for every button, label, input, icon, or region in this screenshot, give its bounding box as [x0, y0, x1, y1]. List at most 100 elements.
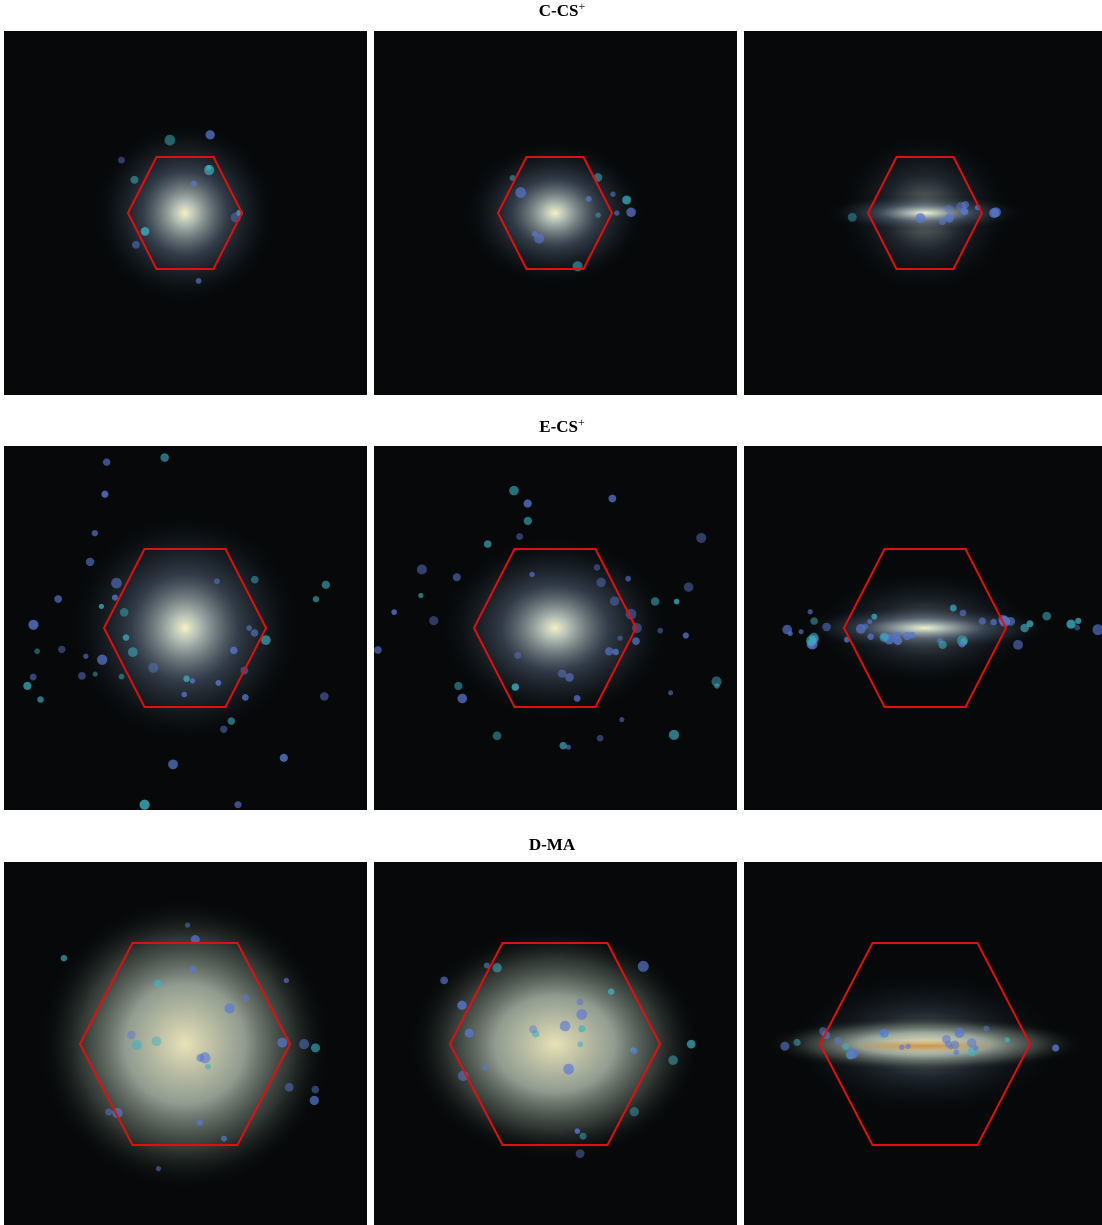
galaxy-panel — [4, 31, 367, 395]
galaxy-panel — [744, 446, 1102, 810]
star-cluster — [953, 1049, 959, 1055]
star-cluster — [93, 672, 98, 677]
star-cluster — [563, 1064, 574, 1075]
star-cluster — [991, 207, 1001, 217]
star-cluster — [112, 595, 118, 601]
star-cluster — [251, 576, 259, 584]
star-cluster — [185, 922, 190, 927]
star-cluster — [856, 624, 866, 634]
star-cluster — [105, 1109, 112, 1116]
star-cluster — [1005, 1037, 1010, 1042]
star-cluster — [565, 673, 574, 682]
galaxy-glow — [460, 137, 650, 289]
star-cluster — [225, 1003, 235, 1013]
galaxy-panel — [744, 862, 1102, 1225]
star-cluster — [558, 669, 566, 677]
star-cluster — [905, 1044, 910, 1049]
star-cluster — [808, 609, 813, 614]
star-cluster — [534, 234, 544, 244]
star-cluster — [418, 593, 423, 598]
star-cluster — [299, 1039, 309, 1049]
star-cluster — [199, 1052, 210, 1063]
star-cluster — [984, 1026, 990, 1032]
star-cluster — [429, 616, 438, 625]
star-cluster — [141, 227, 150, 236]
star-cluster — [515, 187, 526, 198]
star-cluster — [614, 210, 619, 215]
star-cluster — [684, 582, 694, 592]
star-cluster — [793, 1039, 800, 1046]
star-cluster — [834, 1037, 841, 1044]
star-cluster — [156, 1166, 161, 1171]
star-cluster — [251, 629, 259, 637]
star-cluster — [234, 801, 241, 808]
star-cluster — [78, 672, 86, 680]
star-cluster — [181, 692, 187, 698]
star-cluster — [189, 966, 196, 973]
star-cluster — [1026, 620, 1033, 627]
star-cluster — [1013, 640, 1023, 650]
star-cluster — [973, 1045, 978, 1050]
star-cluster — [625, 576, 631, 582]
star-cluster — [618, 635, 623, 640]
star-cluster — [529, 572, 534, 577]
star-cluster — [148, 663, 158, 673]
star-cluster — [139, 800, 149, 810]
star-cluster — [1052, 1044, 1059, 1051]
galaxy-panel — [374, 31, 737, 395]
star-cluster — [806, 635, 817, 646]
star-cluster — [457, 694, 467, 704]
dust-lane — [845, 1040, 1005, 1052]
star-cluster — [963, 209, 969, 215]
star-cluster — [594, 564, 601, 571]
page: C-CS+ E-CS+ D-MA (() => { const data = J… — [0, 0, 1102, 1225]
star-cluster — [465, 1029, 474, 1038]
star-cluster — [509, 486, 519, 496]
star-cluster — [632, 1048, 638, 1054]
star-cluster — [230, 647, 238, 655]
star-cluster — [867, 619, 872, 624]
star-cluster — [151, 1036, 161, 1046]
row-title: E-CS+ — [539, 415, 585, 436]
star-cluster — [687, 1040, 696, 1049]
star-cluster — [516, 533, 523, 540]
star-cluster — [514, 652, 521, 659]
star-cluster — [313, 596, 319, 602]
star-cluster — [576, 1149, 585, 1158]
star-cluster — [454, 682, 462, 690]
star-cluster — [58, 646, 65, 653]
star-cluster — [101, 491, 108, 498]
galaxy-glow — [65, 508, 305, 748]
star-cluster — [612, 649, 619, 656]
star-cluster — [879, 1030, 885, 1036]
star-cluster — [111, 578, 122, 589]
star-cluster — [575, 1128, 581, 1134]
galaxy-panel — [374, 862, 737, 1225]
star-cluster — [610, 192, 615, 197]
star-cluster — [576, 1009, 587, 1020]
star-cluster — [610, 596, 619, 605]
star-cluster — [196, 278, 202, 284]
star-cluster — [23, 682, 31, 690]
star-cluster — [1006, 617, 1015, 626]
row-title: C-CS+ — [539, 0, 586, 20]
star-cluster — [945, 213, 954, 222]
row-title: D-MA — [529, 835, 576, 854]
star-cluster — [674, 599, 680, 605]
star-cluster — [915, 213, 925, 223]
star-cluster — [559, 742, 567, 750]
star-cluster — [311, 1043, 320, 1052]
star-cluster — [948, 1044, 953, 1049]
star-cluster — [577, 998, 584, 1005]
star-cluster — [990, 619, 997, 626]
star-cluster — [1042, 612, 1051, 621]
title-sup: + — [578, 415, 585, 429]
star-cluster — [668, 1055, 678, 1065]
star-cluster — [320, 692, 329, 701]
star-cluster — [871, 614, 877, 620]
star-cluster — [979, 617, 986, 624]
star-cluster — [417, 564, 427, 574]
star-cluster — [960, 610, 967, 617]
star-cluster — [560, 1021, 571, 1032]
star-cluster — [529, 1025, 537, 1033]
